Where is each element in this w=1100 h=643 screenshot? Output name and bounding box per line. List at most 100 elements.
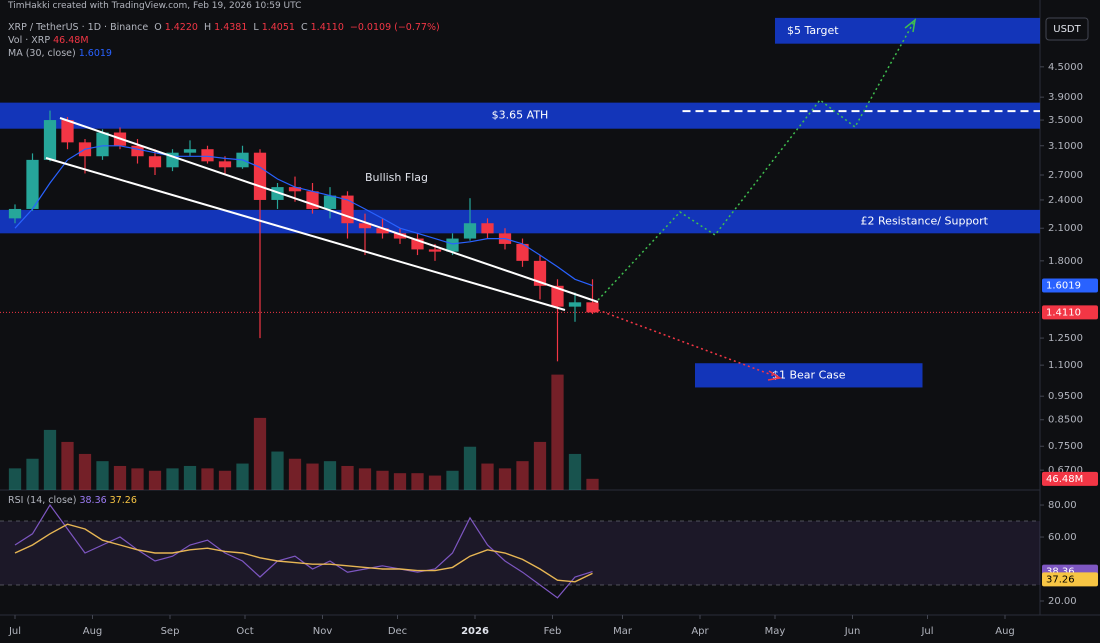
zone-label: $3.65 ATH [492, 109, 549, 122]
volume-bar [148, 470, 162, 490]
candle-body [253, 152, 267, 200]
ohlc-key: C [300, 22, 308, 33]
x-tick-label: Mar [613, 626, 633, 637]
candle-body [446, 238, 459, 252]
ma-last: 1.6019 [78, 48, 112, 59]
volume-bar [481, 463, 494, 490]
candle-body [411, 238, 424, 250]
volume-bar [236, 463, 249, 490]
candle-body [183, 149, 197, 153]
volume-bar [393, 473, 407, 490]
x-tick-label: 2026 [461, 626, 489, 637]
ma-badge-bg [1042, 278, 1098, 293]
bull-arrowhead [904, 18, 917, 33]
y-tick-label: 2.4000 [1048, 195, 1083, 206]
volume-bar [183, 465, 197, 490]
volume-badge: 46.48M [1046, 474, 1083, 485]
x-tick-label: Aug [995, 626, 1015, 637]
volume-bar [113, 465, 127, 490]
zone [775, 17, 1040, 44]
rsi-line [14, 503, 593, 599]
ma-line [14, 145, 593, 287]
volume-bar [411, 473, 424, 490]
ohlc-key: L [253, 22, 259, 33]
candle-body [201, 149, 214, 162]
volume-bar [288, 458, 302, 490]
volume-bar [201, 468, 214, 490]
volume-bar [271, 451, 284, 490]
ohlc-value: 1.4110 [310, 22, 344, 33]
x-tick-label: May [765, 626, 786, 637]
volume-bar [341, 465, 354, 490]
zone-label: $5 Target [787, 24, 839, 37]
candle-body [516, 243, 529, 261]
candle-body [428, 249, 442, 252]
volume-bar [446, 470, 459, 490]
channel-lower [45, 157, 566, 311]
y-tick-label: 0.6700 [1048, 465, 1083, 476]
rsi-last: 38.36 [79, 495, 107, 506]
volume-last: 46.48M [53, 35, 89, 46]
volume-bar [306, 463, 319, 490]
rsi-ma-last: 37.26 [109, 495, 137, 506]
candle-body [568, 302, 582, 307]
candle-body [323, 195, 337, 209]
rsi-legend: RSI (14, close) 38.36 37.26 [8, 495, 140, 506]
ohlc-key: H [203, 22, 212, 33]
candle-body [551, 285, 564, 307]
volume-bar [61, 441, 74, 490]
y-tick-label: 4.5000 [1048, 62, 1083, 73]
y-tick-label: 1.2500 [1048, 333, 1083, 344]
candle-body [96, 132, 109, 157]
volume-bar [428, 475, 442, 490]
volume-bar [376, 470, 389, 490]
bear-projection [597, 309, 781, 379]
y-tick-label: 0.9500 [1048, 391, 1083, 402]
ma-name: MA (30, close) [8, 48, 76, 59]
volume-bar [463, 446, 477, 490]
x-tick-label: Jul [920, 626, 933, 637]
volume-bar [166, 468, 179, 490]
rsi-ma-badge-bg [1042, 572, 1098, 587]
volume-bar [253, 417, 267, 490]
bear-arrowhead [767, 370, 783, 381]
price-badge: 1.4110 [1046, 307, 1081, 318]
candle-body [358, 223, 372, 229]
volume-bar [533, 441, 547, 490]
x-tick-label: Oct [236, 626, 253, 637]
zone-label: $1 Bear Case [772, 368, 846, 381]
rsi-name: RSI (14, close) [8, 495, 77, 506]
volume-bar [498, 468, 512, 490]
ohlc-value: 1.4220 [164, 22, 198, 33]
volume-bar [8, 468, 22, 490]
volume-bar [516, 461, 529, 490]
x-tick-label: Jun [844, 626, 861, 637]
candle-body [586, 302, 599, 313]
x-tick-label: Feb [544, 626, 562, 637]
y-tick-label: 0.8500 [1048, 415, 1083, 426]
x-tick-label: Jul [8, 626, 21, 637]
credit: TimHakki created with TradingView.com, F… [8, 1, 302, 11]
volume-bar [218, 470, 232, 490]
candle-body [148, 156, 162, 168]
channel-upper [59, 117, 599, 303]
rsi-ma-line [14, 523, 593, 583]
volume-badge-bg [1042, 471, 1098, 486]
volume-bar [551, 374, 564, 490]
x-tick-label: Sep [161, 626, 180, 637]
x-tick-label: Apr [691, 626, 709, 637]
marks [8, 110, 599, 599]
y-tick-label: 3.9000 [1048, 92, 1083, 103]
y-tick-label: 3.1000 [1048, 141, 1083, 152]
candle-body [61, 120, 74, 143]
bull-projection [597, 19, 916, 301]
candle-body [481, 223, 494, 234]
candle-body [8, 208, 22, 219]
candle-body [463, 223, 477, 239]
ohlc-value: 1.4051 [261, 22, 295, 33]
rsi-tick-label: 60.00 [1048, 532, 1077, 543]
price-badge-bg [1042, 305, 1098, 320]
rsi-tick-label: 20.00 [1048, 596, 1077, 607]
